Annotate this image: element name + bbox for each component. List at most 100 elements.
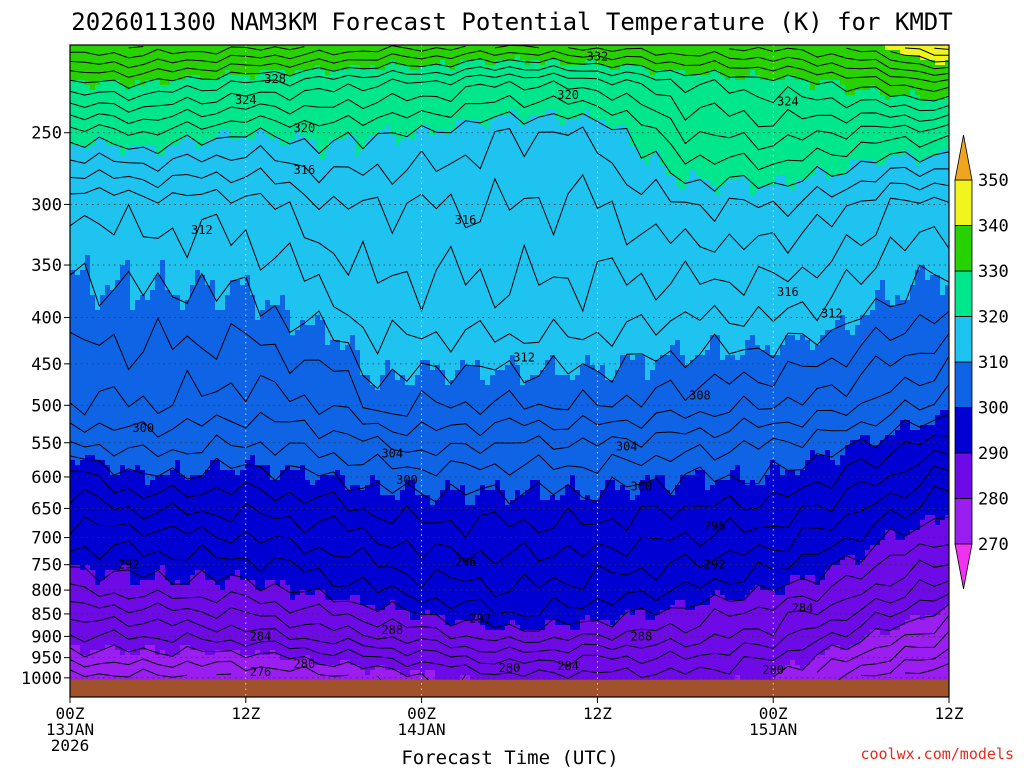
theta-cell — [110, 225, 116, 231]
theta-cell — [90, 120, 96, 126]
theta-cell — [115, 150, 121, 156]
theta-cell — [90, 525, 96, 531]
theta-cell — [95, 570, 101, 576]
theta-cell — [120, 500, 126, 506]
theta-cell — [135, 310, 141, 316]
theta-cell — [120, 545, 126, 551]
theta-cell — [110, 640, 116, 646]
theta-cell — [80, 495, 86, 501]
theta-cell — [135, 340, 141, 346]
theta-cell — [100, 65, 106, 71]
theta-cell — [70, 240, 76, 246]
theta-cell — [80, 605, 86, 611]
theta-cell — [100, 210, 106, 216]
theta-cell — [125, 500, 131, 506]
theta-cell — [70, 60, 76, 66]
theta-cell — [125, 640, 131, 646]
theta-cell — [135, 300, 141, 306]
theta-cell — [115, 485, 121, 491]
theta-cell — [135, 305, 141, 311]
theta-cell — [85, 150, 91, 156]
theta-cell — [125, 460, 131, 466]
chart-title: 2026011300 NAM3KM Forecast Potential Tem… — [71, 8, 952, 36]
theta-cell — [135, 520, 141, 526]
theta-cell — [75, 305, 81, 311]
theta-cell — [130, 70, 136, 76]
theta-cell — [100, 75, 106, 81]
theta-cell — [125, 165, 131, 171]
theta-cell — [125, 395, 131, 401]
theta-cell — [125, 670, 131, 676]
theta-cell — [75, 65, 81, 71]
theta-cell — [105, 250, 111, 256]
theta-cell — [130, 630, 136, 636]
theta-cell — [130, 90, 136, 96]
theta-cell — [70, 300, 76, 306]
theta-cell — [80, 235, 86, 241]
theta-cell — [75, 235, 81, 241]
theta-cell — [115, 195, 121, 201]
theta-cell — [125, 290, 131, 296]
theta-cell — [115, 95, 121, 101]
theta-cell — [90, 175, 96, 181]
theta-cell — [115, 665, 121, 671]
theta-cell — [115, 495, 121, 501]
theta-cell — [70, 435, 76, 441]
theta-cell — [120, 670, 126, 676]
theta-cell — [135, 100, 141, 106]
theta-cell — [70, 600, 76, 606]
theta-cell — [125, 135, 131, 141]
theta-cell — [75, 290, 81, 296]
theta-cell — [80, 420, 86, 426]
theta-cell — [105, 345, 111, 351]
theta-cell — [110, 105, 116, 111]
theta-cell — [85, 565, 91, 571]
theta-cell — [85, 670, 91, 676]
theta-cell — [110, 355, 116, 361]
theta-cell — [110, 110, 116, 116]
theta-cell — [75, 275, 81, 281]
theta-cell — [110, 325, 116, 331]
theta-cell — [120, 320, 126, 326]
theta-cell — [85, 420, 91, 426]
theta-cell — [85, 335, 91, 341]
theta-cell — [90, 240, 96, 246]
theta-cell — [105, 225, 111, 231]
theta-cell — [135, 90, 141, 96]
theta-cell — [75, 110, 81, 116]
theta-cell — [120, 525, 126, 531]
theta-cell — [105, 195, 111, 201]
theta-cell — [130, 620, 136, 626]
theta-cell — [75, 165, 81, 171]
theta-cell — [105, 490, 111, 496]
theta-cell — [135, 250, 141, 256]
theta-cell — [130, 125, 136, 131]
theta-cell — [120, 515, 126, 521]
theta-cell — [105, 305, 111, 311]
theta-cell — [70, 120, 76, 126]
theta-cell — [110, 670, 116, 676]
theta-cell — [90, 145, 96, 151]
theta-cell — [85, 120, 91, 126]
theta-cell — [75, 295, 81, 301]
theta-cell — [115, 395, 121, 401]
theta-cell — [70, 65, 76, 71]
theta-cell — [75, 605, 81, 611]
theta-cell — [110, 185, 116, 191]
theta-cell — [135, 380, 141, 386]
theta-cell — [135, 435, 141, 441]
theta-cell — [70, 465, 76, 471]
theta-cell — [120, 615, 126, 621]
theta-cell — [135, 460, 141, 466]
theta-cell — [115, 55, 121, 61]
theta-cell — [75, 320, 81, 326]
theta-cell — [90, 540, 96, 546]
theta-cell — [130, 245, 136, 251]
theta-cell — [120, 110, 126, 116]
theta-cell — [105, 120, 111, 126]
theta-cell — [130, 450, 136, 456]
theta-cell — [125, 435, 131, 441]
theta-cell — [125, 175, 131, 181]
theta-cell — [125, 605, 131, 611]
theta-cell — [85, 220, 91, 226]
